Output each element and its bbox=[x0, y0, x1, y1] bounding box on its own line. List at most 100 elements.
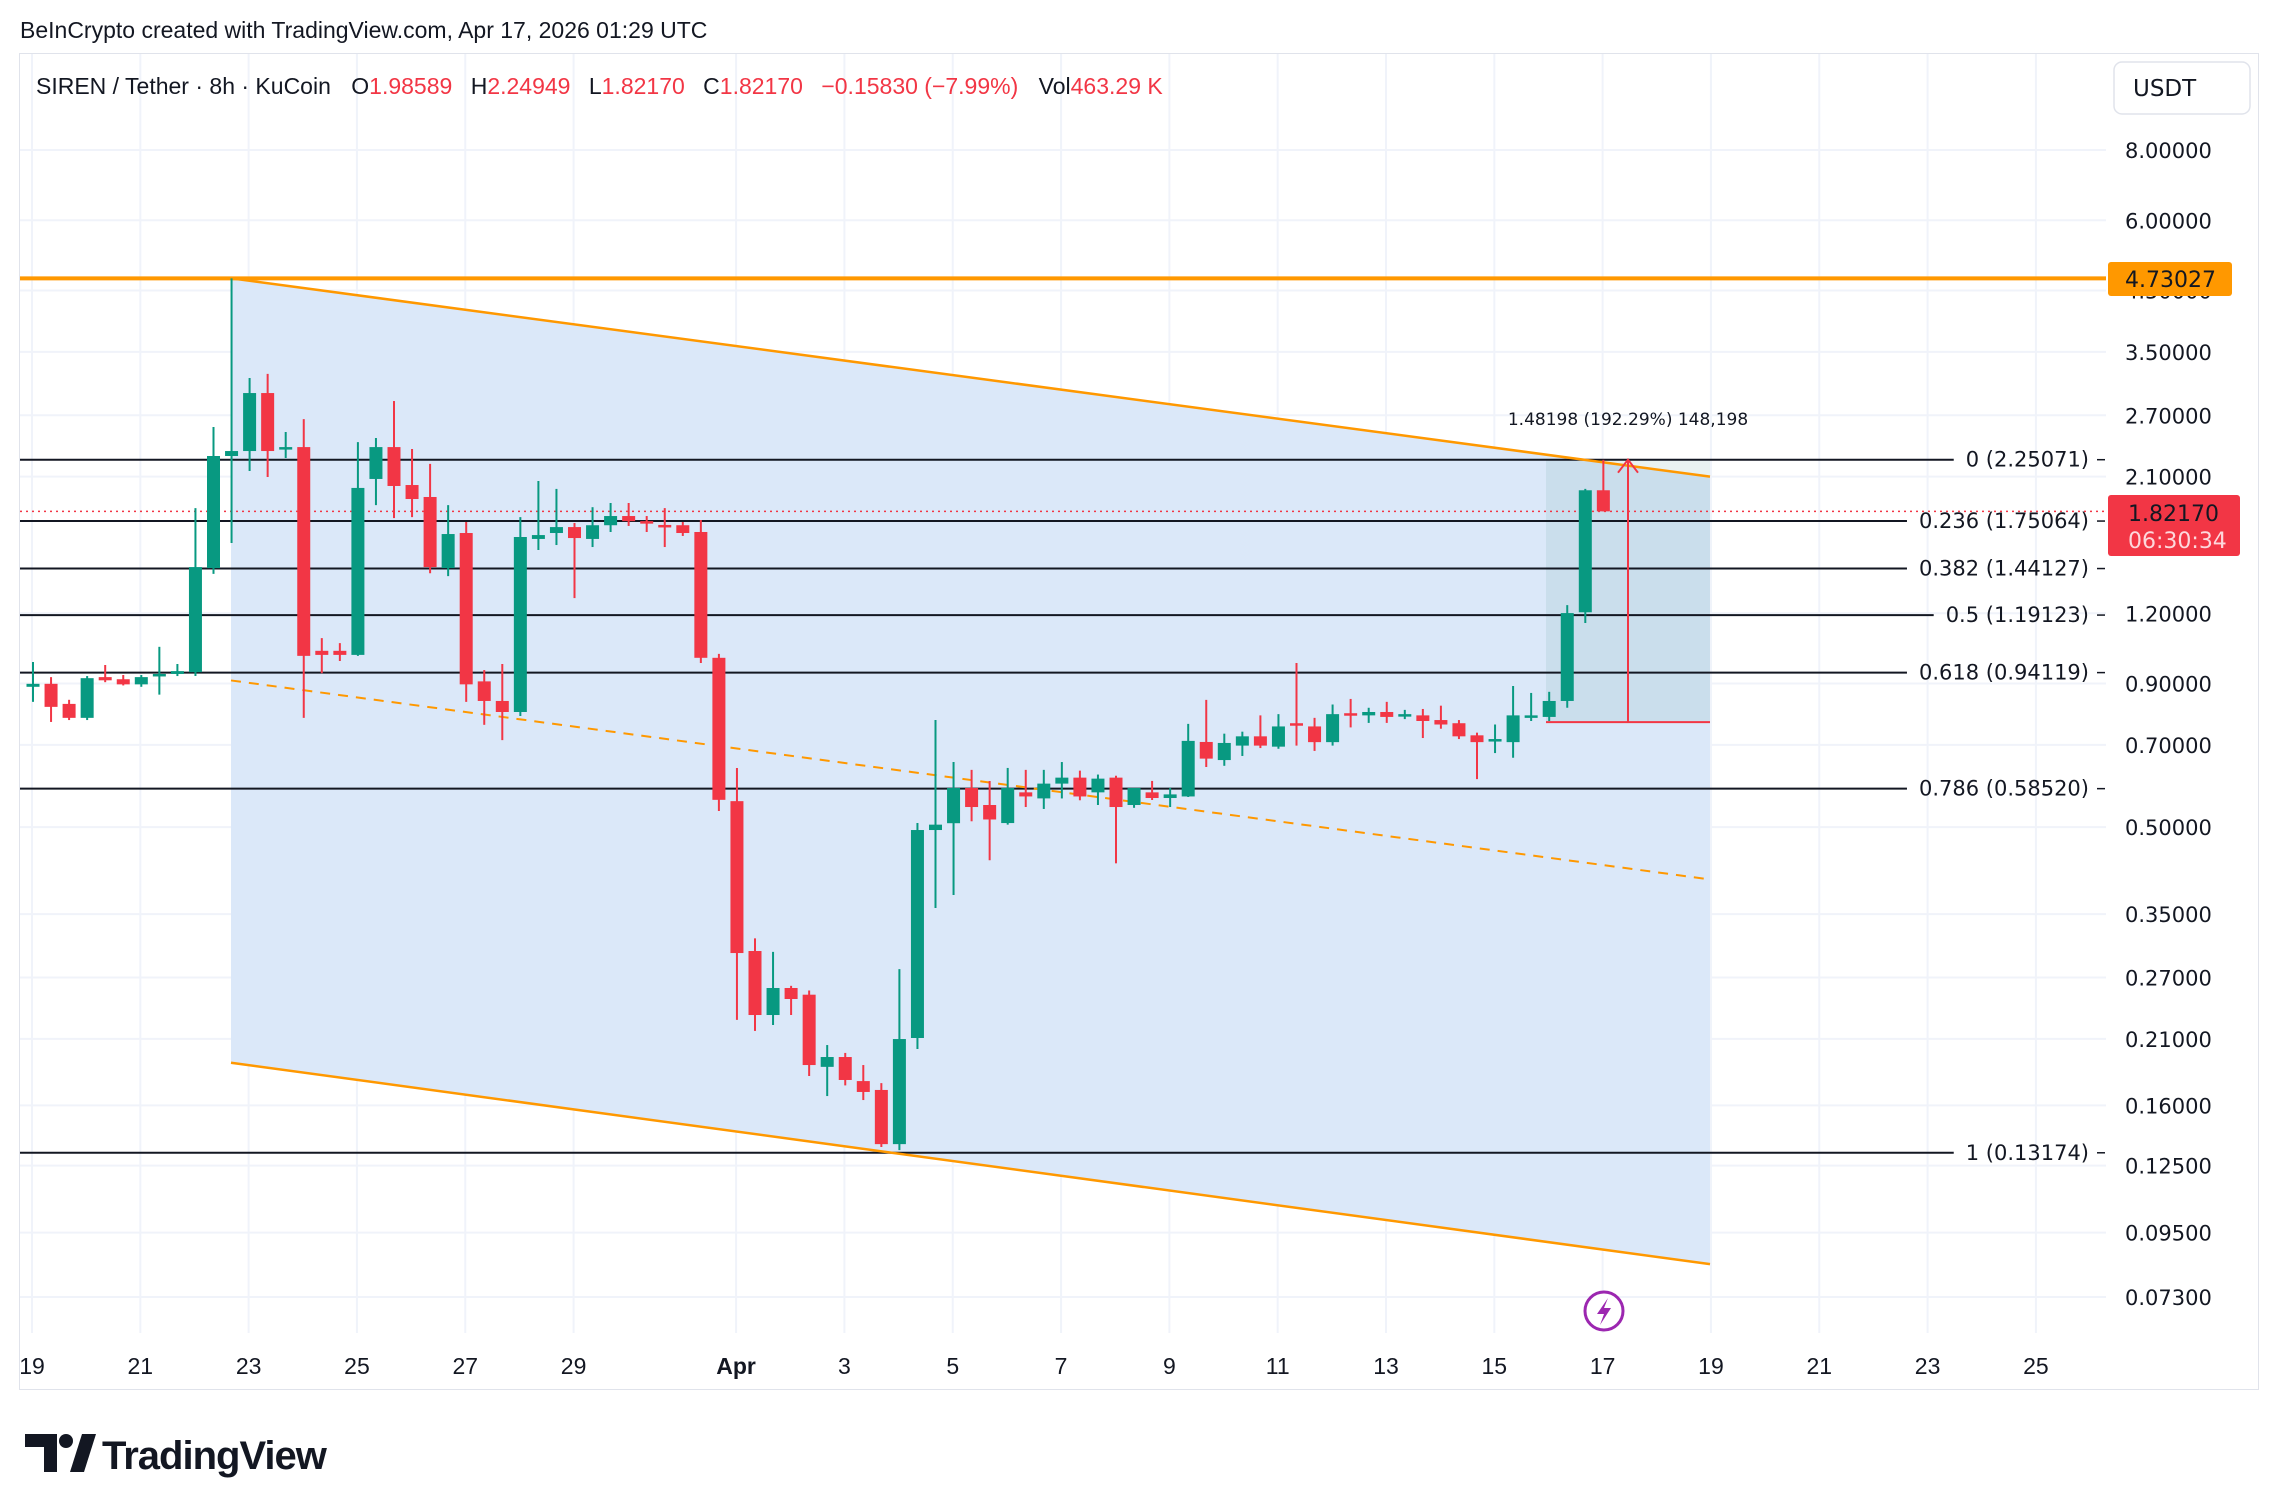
price-tick-label: 0.16000 bbox=[2125, 1094, 2212, 1118]
candle-down bbox=[640, 516, 654, 532]
volume-value: 463.29 K bbox=[1071, 73, 1164, 99]
time-tick-label: 29 bbox=[561, 1353, 587, 1379]
price-tick-label: 2.70000 bbox=[2125, 404, 2212, 428]
measure-label: 1.48198 (192.29%) 148,198 bbox=[1508, 410, 1748, 430]
price-tick-label: 1.20000 bbox=[2125, 602, 2212, 626]
candle-up bbox=[369, 437, 383, 506]
lightning-event-icon[interactable] bbox=[1583, 1290, 1625, 1332]
fib-level-label: 1 (0.13174) bbox=[1966, 1141, 2089, 1165]
currency-button-label: USDT bbox=[2133, 76, 2197, 102]
tradingview-logo[interactable]: TradingView bbox=[25, 1434, 329, 1478]
time-tick-label: Apr bbox=[716, 1353, 756, 1379]
time-tick-label: 21 bbox=[1806, 1353, 1832, 1379]
candle-down bbox=[1308, 717, 1322, 751]
time-tick-label: 21 bbox=[128, 1353, 154, 1379]
time-tick-label: 9 bbox=[1163, 1353, 1176, 1379]
channel-mid-dashed-line[interactable] bbox=[230, 679, 1711, 881]
price-axis[interactable]: 8.000006.000004.500003.500002.700002.100… bbox=[2125, 139, 2212, 1310]
candlestick-series bbox=[26, 278, 1610, 1151]
price-tick-label: 0.90000 bbox=[2125, 673, 2212, 697]
candle-down bbox=[838, 1052, 852, 1086]
candle-up bbox=[1578, 488, 1592, 624]
close-label: C bbox=[703, 73, 720, 99]
candle-up bbox=[531, 480, 545, 550]
candle-up bbox=[441, 505, 455, 577]
candle-down bbox=[1596, 459, 1610, 512]
time-tick-label: 25 bbox=[344, 1353, 370, 1379]
candle-down bbox=[1019, 769, 1033, 808]
candle-down bbox=[405, 448, 419, 518]
time-tick-label: 27 bbox=[452, 1353, 478, 1379]
candle-down bbox=[116, 675, 130, 686]
candle-up bbox=[225, 278, 239, 544]
candle-up bbox=[170, 663, 184, 677]
candle-down bbox=[622, 502, 636, 526]
candle-up bbox=[929, 720, 942, 908]
time-tick-label: 17 bbox=[1590, 1353, 1616, 1379]
low-label: L bbox=[589, 73, 602, 99]
time-tick-label: 13 bbox=[1373, 1353, 1399, 1379]
open-label: O bbox=[351, 73, 369, 99]
price-range-measure-tool[interactable]: 1.48198 (192.29%) 148,198 bbox=[1508, 410, 1748, 724]
candle-up bbox=[549, 488, 563, 546]
candle-up bbox=[947, 762, 961, 896]
tradingview-wordmark: TradingView bbox=[102, 1434, 328, 1478]
candle-up bbox=[1506, 685, 1520, 758]
candle-down bbox=[1290, 662, 1303, 746]
candle-down bbox=[748, 938, 762, 1031]
open-value: 1.98589 bbox=[369, 73, 452, 99]
attribution-text: BeInCrypto created with TradingView.com,… bbox=[20, 17, 707, 43]
candle-down bbox=[1145, 780, 1159, 801]
candle-up bbox=[351, 442, 365, 656]
symbol-name: SIREN / Tether · 8h · KuCoin bbox=[36, 73, 331, 99]
candle-up bbox=[1163, 787, 1177, 808]
candle-down bbox=[712, 653, 726, 812]
candle-up bbox=[26, 661, 40, 702]
candle-down bbox=[423, 463, 437, 574]
candle-down bbox=[387, 401, 401, 519]
candle-down bbox=[983, 781, 997, 861]
candle-up bbox=[910, 823, 924, 1050]
price-tick-label: 0.35000 bbox=[2125, 903, 2212, 927]
price-tick-label: 0.70000 bbox=[2125, 734, 2212, 758]
candle-up bbox=[243, 377, 257, 471]
currency-button[interactable]: USDT bbox=[2113, 61, 2251, 115]
candle-down bbox=[1109, 775, 1123, 864]
price-tick-label: 0.27000 bbox=[2125, 967, 2212, 991]
time-tick-label: 19 bbox=[1698, 1353, 1724, 1379]
candle-down bbox=[495, 663, 509, 741]
candle-down bbox=[333, 643, 347, 662]
symbol-legend[interactable]: SIREN / Tether · 8h · KuCoin O1.98589 H2… bbox=[36, 73, 1163, 99]
resistance-price-label: 4.73027 bbox=[2108, 262, 2232, 296]
currency-button-frame bbox=[2113, 61, 2251, 115]
candle-down bbox=[62, 699, 76, 721]
candle-down bbox=[297, 419, 311, 718]
high-label: H bbox=[471, 73, 488, 99]
candle-up bbox=[1055, 762, 1069, 799]
fib-level-label: 0 (2.25071) bbox=[1966, 448, 2089, 472]
price-tick-label: 0.21000 bbox=[2125, 1028, 2212, 1052]
candle-up bbox=[1217, 733, 1231, 766]
candle-down bbox=[261, 373, 275, 477]
candle-down bbox=[802, 990, 816, 1077]
channel-lower-trendline[interactable] bbox=[230, 1061, 1711, 1266]
candle-down bbox=[459, 521, 473, 702]
fib-level-label: 0.5 (1.19123) bbox=[1946, 603, 2089, 627]
candle-up bbox=[1398, 709, 1412, 720]
candle-up bbox=[1001, 767, 1015, 825]
channel-upper-trendline[interactable] bbox=[230, 277, 1711, 478]
time-axis[interactable]: 19 21 23 25 27 29 Apr 3 5 7 9 11 13 15 17 19 21 23 25 bbox=[19, 1353, 2049, 1379]
candle-down bbox=[1344, 698, 1358, 728]
candle-down bbox=[44, 677, 58, 722]
candle-down bbox=[1380, 701, 1394, 723]
price-tick-label: 6.00000 bbox=[2125, 209, 2212, 233]
price-tick-label: 2.10000 bbox=[2125, 466, 2212, 490]
candle-up bbox=[1326, 704, 1340, 746]
high-value: 2.24949 bbox=[487, 73, 570, 99]
price-tick-label: 0.09500 bbox=[2125, 1222, 2212, 1246]
price-tick-label: 0.07300 bbox=[2125, 1286, 2212, 1310]
candle-up bbox=[152, 646, 166, 695]
fibonacci-retracement[interactable]: 0 (2.25071) 0.236 (1.75064) 0.382 (1.44127… bbox=[20, 448, 2105, 1165]
candle-up bbox=[80, 676, 94, 721]
